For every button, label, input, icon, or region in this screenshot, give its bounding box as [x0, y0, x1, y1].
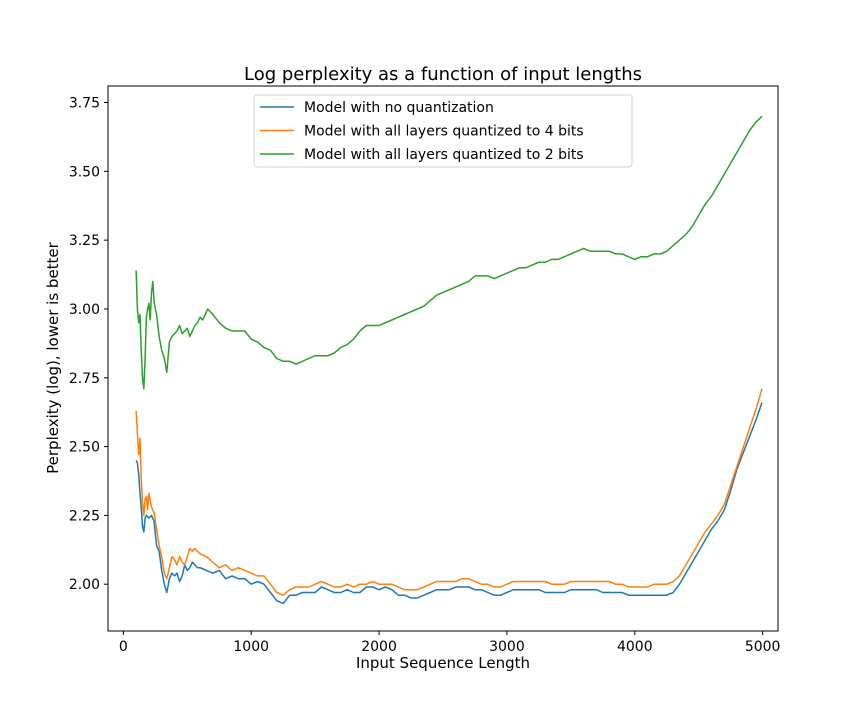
series-line-0: [135, 402, 763, 605]
legend-box: [253, 94, 633, 168]
y-tick-label: 2.50: [69, 440, 100, 456]
y-tick-label: 2.75: [69, 371, 100, 387]
series-line-2: [135, 115, 763, 390]
y-tick-label: 2.00: [69, 577, 100, 593]
y-tick-label: 3.25: [69, 233, 100, 249]
legend: Model with no quantization Model with all…: [253, 94, 633, 168]
x-tick-label: 2000: [361, 639, 397, 655]
x-tick-label: 0: [119, 639, 128, 655]
y-axis: 2.00 2.25 2.50 2.75 3.00 3.25 3.50 3.75: [69, 96, 108, 593]
x-tick-label: 5000: [745, 639, 781, 655]
x-axis-label: Input Sequence Length: [356, 654, 530, 672]
y-tick-label: 3.00: [69, 302, 100, 318]
y-tick-label: 2.25: [69, 508, 100, 524]
legend-label: Model with all layers quantized to 2 bit…: [304, 147, 584, 163]
y-tick-label: 3.75: [69, 96, 100, 112]
chart-title: Log perplexity as a function of input le…: [244, 64, 642, 85]
y-axis-label: Perplexity (log), lower is better: [44, 241, 62, 474]
legend-label: Model with all layers quantized to 4 bit…: [304, 124, 584, 140]
plot-area: [135, 115, 763, 605]
series-line-1: [135, 388, 763, 596]
x-axis: 0 1000 2000 3000 4000 5000: [119, 631, 781, 655]
x-tick-label: 3000: [489, 639, 525, 655]
y-tick-label: 3.50: [69, 164, 100, 180]
legend-label: Model with no quantization: [304, 100, 494, 116]
x-tick-label: 1000: [233, 639, 269, 655]
plot-frame: [107, 85, 779, 632]
x-tick-label: 4000: [617, 639, 653, 655]
